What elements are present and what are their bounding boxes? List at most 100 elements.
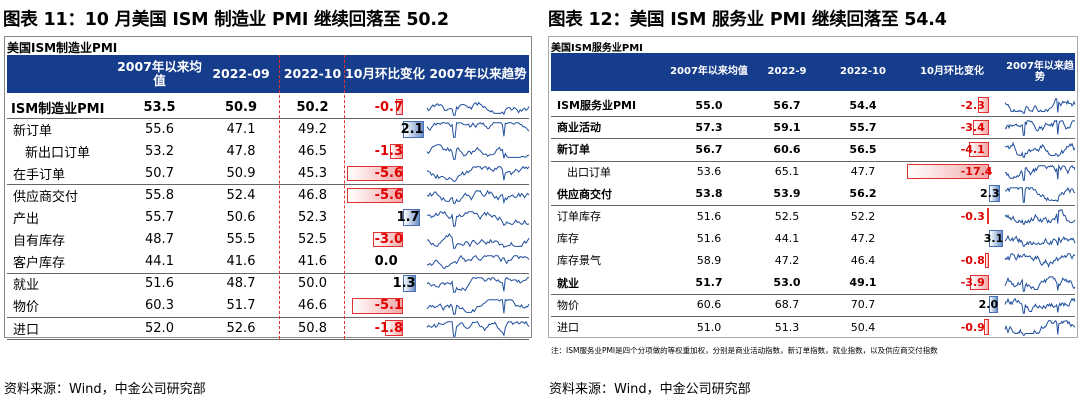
cell-prev: 47.8	[226, 143, 256, 159]
change-value: 2.0	[978, 298, 999, 312]
table-subtitle: 美国ISM制造业PMI	[7, 41, 118, 55]
table-row: 供应商交付 55.8 52.4 46.8 -5.6	[7, 184, 530, 206]
sparkline-path	[1004, 234, 1076, 247]
table-row: 出口订单 53.6 65.1 47.7 -17.4	[551, 161, 1076, 183]
sparkline-path	[426, 122, 530, 138]
change-value: -5.6	[374, 165, 404, 181]
row-label: 物价	[13, 300, 40, 316]
cell-prev: 52.5	[774, 209, 800, 223]
trend-sparkline	[1004, 186, 1076, 203]
negative-bar	[970, 274, 989, 291]
cell-cur: 47.7	[850, 165, 876, 179]
cell-cur: 46.6	[298, 298, 327, 314]
trend-sparkline	[1004, 275, 1076, 292]
sparkline-path	[426, 166, 530, 182]
cell-cur: 70.7	[850, 298, 876, 312]
cell-avg: 48.7	[145, 232, 174, 248]
table-header: 2007年以来均值 2022-9 2022-10 10月环比变化 2007年以来趋势	[551, 53, 1075, 93]
change-bar-cell: -0.3	[901, 205, 1003, 227]
table-row: 客户库存 44.1 41.6 41.6 0.0	[7, 251, 530, 273]
cell-avg: 60.3	[145, 298, 174, 314]
row-label: 进口	[13, 322, 40, 338]
cell-avg: 58.9	[696, 253, 722, 267]
trend-sparkline	[426, 122, 530, 138]
sparkline-path	[1004, 209, 1076, 225]
sparkline-path	[1004, 142, 1076, 159]
change-value: -3.9	[960, 276, 985, 290]
cell-avg: 51.6	[696, 231, 722, 245]
change-value: -0.3	[960, 209, 985, 223]
cell-prev: 53.0	[773, 276, 801, 290]
change-bar-cell: 2.3	[901, 183, 1003, 205]
cell-prev: 50.6	[226, 210, 256, 226]
change-value: 1.7	[396, 210, 420, 226]
trend-sparkline	[426, 210, 530, 227]
cell-avg: 51.6	[696, 209, 722, 223]
trend-sparkline	[1004, 142, 1076, 159]
cell-avg: 44.1	[145, 254, 174, 270]
cell-cur: 41.6	[298, 254, 327, 270]
change-value: -4.1	[960, 142, 985, 156]
sparkline-path	[426, 189, 530, 205]
cell-prev: 52.6	[226, 320, 256, 336]
change-bar-cell: -3.0	[345, 229, 425, 251]
figure-title: 图表 12：美国 ISM 服务业 PMI 继续回落至 54.4	[548, 10, 947, 30]
header-cell: 2007年以来趋势	[1006, 60, 1074, 84]
cell-cur: 47.2	[850, 231, 876, 245]
cell-avg: 52.0	[145, 320, 174, 336]
sparkline-path	[426, 210, 530, 227]
sparkline-path	[1004, 275, 1076, 292]
header-cell: 2007年以来趋势	[429, 65, 527, 81]
cell-cur: 46.8	[298, 187, 327, 203]
table-row: 物价 60.3 51.7 46.6 -5.1	[7, 295, 530, 317]
negative-bar	[969, 141, 989, 158]
table-row: 订单库存 51.6 52.5 52.2 -0.3	[551, 205, 1076, 227]
row-label: ISM服务业PMI	[557, 99, 637, 113]
sparkline-path	[426, 101, 530, 116]
change-value: -1.8	[374, 320, 404, 336]
cell-cur: 50.2	[296, 99, 329, 115]
sparkline-path	[426, 298, 530, 315]
header-cell: 2022-10	[283, 65, 342, 81]
trend-sparkline	[1004, 163, 1076, 181]
trend-sparkline	[426, 144, 530, 160]
sparkline-path	[426, 144, 530, 160]
row-label: 客户库存	[13, 256, 66, 272]
cell-avg: 53.8	[695, 187, 723, 201]
trend-sparkline	[1004, 98, 1076, 114]
table-row: 就业 51.6 48.7 50.0 1.3	[7, 273, 529, 295]
trend-sparkline	[426, 254, 530, 269]
trend-sparkline	[426, 298, 530, 315]
row-label: 产出	[13, 212, 40, 228]
cell-avg: 55.8	[145, 187, 174, 203]
cell-avg: 51.6	[145, 276, 174, 292]
cell-avg: 53.2	[145, 143, 174, 159]
cell-prev: 51.3	[774, 320, 800, 334]
cell-prev: 60.6	[773, 142, 801, 156]
negative-bar	[984, 319, 989, 335]
cell-prev: 47.1	[226, 121, 256, 137]
change-bar-cell: -1.8	[345, 317, 425, 339]
row-label: 库存	[557, 232, 579, 246]
change-bar-cell: 0.0	[345, 251, 425, 273]
cell-cur: 46.5	[298, 143, 327, 159]
change-bar-cell: -4.1	[901, 138, 1003, 160]
cell-prev: 50.9	[226, 165, 256, 181]
header-cell	[551, 53, 669, 91]
trend-sparkline	[426, 276, 529, 293]
change-bar-cell: 2.1	[345, 118, 425, 140]
trend-sparkline	[1004, 209, 1076, 225]
row-separator	[551, 160, 1075, 162]
header-cell: 10月环比变化	[345, 65, 425, 81]
row-separator	[551, 293, 1075, 295]
table-row: 产出 55.7 50.6 52.3 1.7	[7, 207, 530, 229]
cell-avg: 55.0	[695, 98, 723, 112]
row-label: 商业活动	[557, 121, 601, 135]
row-label: ISM制造业PMI	[11, 101, 105, 117]
cell-avg: 51.7	[695, 276, 723, 290]
cell-cur: 55.7	[849, 120, 877, 134]
sparkline-path	[1004, 297, 1076, 314]
cell-prev: 53.9	[773, 187, 801, 201]
row-label: 新订单	[13, 123, 53, 139]
change-value: 3.1	[983, 231, 1004, 245]
